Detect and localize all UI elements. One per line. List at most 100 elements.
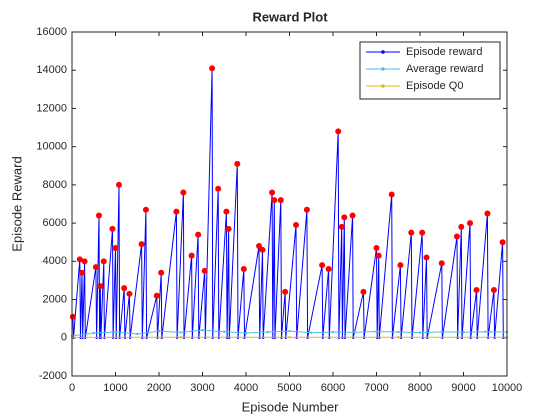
x-tick-label: 5000: [277, 382, 301, 394]
peak-marker: [100, 258, 107, 265]
point-marker: [244, 331, 248, 335]
peak-marker: [423, 254, 430, 261]
point-marker: [114, 330, 117, 334]
peak-marker: [256, 243, 263, 250]
peak-marker: [325, 265, 332, 272]
point-marker: [484, 330, 487, 333]
chart-title: Reward Plot: [252, 9, 328, 24]
y-tick-label: 2000: [43, 293, 67, 305]
x-tick-label: 3000: [190, 382, 214, 394]
series-line: [72, 68, 504, 338]
peak-marker: [373, 244, 380, 251]
peak-marker: [319, 262, 326, 269]
peak-marker: [234, 160, 241, 167]
point-marker: [375, 330, 378, 333]
point-marker: [462, 331, 465, 334]
legend-swatch-marker: [381, 67, 385, 71]
x-tick-label: 6000: [321, 382, 345, 394]
point-marker: [266, 330, 269, 334]
point-marker: [353, 331, 356, 334]
peak-marker: [484, 210, 491, 217]
x-tick-label: 4000: [234, 382, 258, 394]
peak-marker: [303, 206, 310, 213]
x-tick-label: 8000: [408, 382, 432, 394]
y-tick-label: 12000: [36, 102, 67, 114]
legend-swatch-marker: [381, 50, 385, 54]
y-tick-label: -2000: [39, 370, 67, 382]
peak-marker: [115, 181, 122, 188]
point-marker: [157, 329, 161, 333]
x-tick-label: 1000: [103, 382, 127, 394]
legend-label: Episode reward: [406, 46, 482, 58]
x-tick-label: 0: [69, 382, 75, 394]
peak-marker: [95, 212, 102, 219]
peak-marker: [419, 229, 426, 236]
x-axis-label: Episode Number: [242, 399, 339, 414]
peak-marker: [293, 222, 300, 229]
legend-label: Average reward: [406, 63, 483, 75]
peak-marker: [408, 229, 415, 236]
peak-marker: [209, 65, 216, 72]
peak-marker: [121, 285, 128, 292]
peak-marker: [81, 258, 88, 265]
y-tick-label: 4000: [43, 255, 67, 267]
point-marker: [440, 330, 443, 334]
peak-marker: [467, 220, 474, 227]
peak-marker: [158, 269, 165, 276]
peak-marker: [458, 223, 465, 230]
y-tick-label: 8000: [43, 179, 67, 191]
legend-label: Episode Q0: [406, 80, 463, 92]
x-tick-label: 2000: [147, 382, 171, 394]
point-marker: [310, 331, 313, 335]
x-tick-label: 10000: [492, 382, 523, 394]
peak-marker: [142, 206, 149, 213]
peak-marker: [282, 288, 289, 295]
peak-marker: [269, 189, 276, 196]
y-tick-label: 10000: [36, 141, 67, 153]
peak-marker: [473, 287, 480, 293]
peak-marker: [277, 197, 284, 204]
peak-marker: [109, 225, 116, 232]
point-marker: [288, 329, 291, 333]
peak-marker: [76, 256, 83, 263]
y-tick-label: 6000: [43, 217, 67, 229]
peak-marker: [335, 128, 342, 135]
peak-marker: [153, 292, 160, 299]
y-tick-label: 14000: [36, 64, 67, 76]
peak-marker: [388, 191, 395, 198]
legend-swatch-marker: [381, 84, 385, 88]
y-tick-label: 0: [61, 332, 67, 344]
point-marker: [201, 328, 204, 332]
x-tick-label: 9000: [451, 382, 475, 394]
point-marker: [331, 330, 335, 334]
peak-marker: [375, 252, 382, 259]
peak-marker: [259, 246, 266, 253]
peak-marker: [138, 241, 145, 248]
peak-marker: [499, 239, 506, 246]
peak-marker: [490, 287, 497, 293]
y-tick-label: 16000: [36, 26, 67, 38]
peak-marker: [225, 225, 232, 232]
peak-marker: [79, 269, 86, 276]
peak-marker: [126, 290, 133, 297]
point-marker: [397, 330, 400, 334]
peak-marker: [360, 288, 367, 295]
peak-marker: [349, 212, 356, 219]
peak-marker: [188, 252, 195, 259]
x-tick-label: 7000: [364, 382, 388, 394]
peak-marker: [341, 214, 348, 221]
point-marker: [179, 336, 182, 339]
y-axis-label: Episode Reward: [9, 156, 24, 251]
peak-marker: [397, 262, 404, 269]
peak-marker: [92, 264, 99, 271]
point-marker: [397, 336, 400, 339]
peak-marker: [223, 208, 230, 215]
peak-marker: [271, 197, 278, 204]
peak-marker: [338, 223, 345, 230]
point-marker: [223, 330, 226, 333]
point-marker: [136, 332, 139, 336]
point-marker: [288, 336, 291, 339]
peak-marker: [180, 189, 187, 196]
peak-marker: [195, 231, 202, 238]
